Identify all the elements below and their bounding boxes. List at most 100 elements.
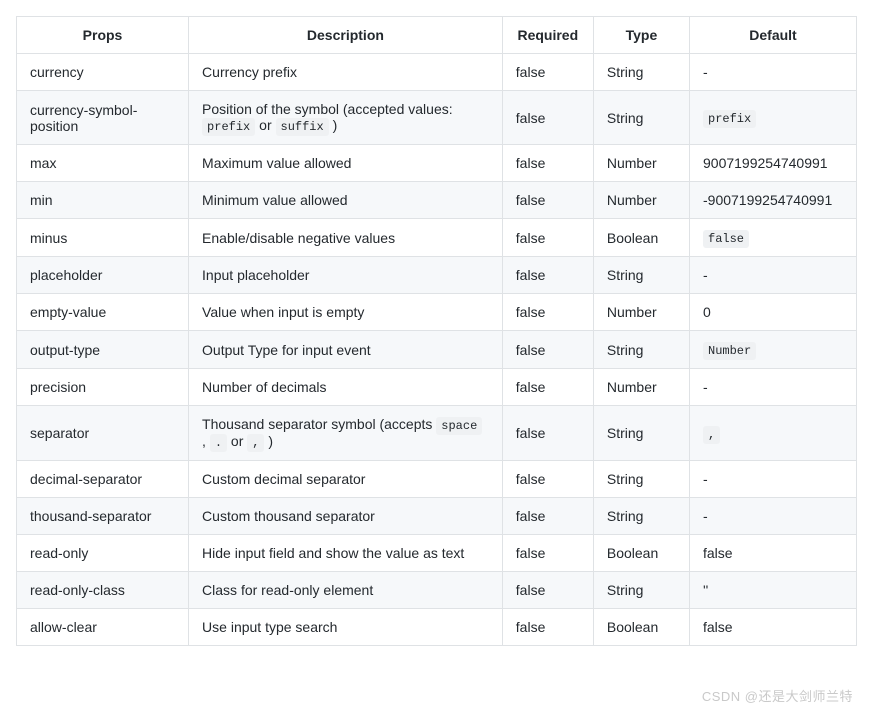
cell-required: false <box>502 369 593 406</box>
desc-text: Position of the symbol (accepted values: <box>202 101 453 117</box>
cell-default: 0 <box>690 294 857 331</box>
desc-code: . <box>210 434 227 452</box>
default-code: prefix <box>703 110 756 128</box>
desc-text: Currency prefix <box>202 64 297 80</box>
cell-prop: placeholder <box>17 257 189 294</box>
table-row: allow-clear Use input type search false Boo… <box>17 609 857 646</box>
cell-type: Boolean <box>593 219 689 257</box>
cell-description: Custom decimal separator <box>189 461 503 498</box>
cell-prop: allow-clear <box>17 609 189 646</box>
table-row: precisionNumber of decimalsfalseNumber- <box>17 369 857 406</box>
col-header-default: Default <box>690 17 857 54</box>
desc-text: Class for read-only element <box>202 582 373 598</box>
col-header-props: Props <box>17 17 189 54</box>
default-text: - <box>703 64 708 80</box>
cell-required: false <box>502 461 593 498</box>
default-code: false <box>703 230 749 248</box>
cell-default: prefix <box>690 91 857 145</box>
desc-text: Input placeholder <box>202 267 309 283</box>
col-header-desc: Description <box>189 17 503 54</box>
col-header-required: Required <box>502 17 593 54</box>
desc-text: Value when input is empty <box>202 304 364 320</box>
desc-text: Thousand separator symbol (accepts <box>202 416 436 432</box>
cell-prop: output-type <box>17 331 189 369</box>
cell-description: Class for read-only element <box>189 572 503 609</box>
cell-prop: read-only-class <box>17 572 189 609</box>
default-text: 9007199254740991 <box>703 155 828 171</box>
cell-description: Value when input is empty <box>189 294 503 331</box>
cell-description: Input placeholder <box>189 257 503 294</box>
cell-default: false <box>690 219 857 257</box>
cell-type: String <box>593 498 689 535</box>
cell-default: - <box>690 461 857 498</box>
cell-prop: min <box>17 182 189 219</box>
cell-default: false <box>690 535 857 572</box>
cell-required: false <box>502 91 593 145</box>
desc-text: Number of decimals <box>202 379 327 395</box>
desc-code: space <box>436 417 482 435</box>
desc-code: , <box>247 434 264 452</box>
desc-text: , <box>202 433 210 449</box>
watermark-text: CSDN @还是大剑师兰特 <box>702 686 853 705</box>
default-text: -9007199254740991 <box>703 192 832 208</box>
cell-description: Hide input field and show the value as t… <box>189 535 503 572</box>
cell-type: String <box>593 572 689 609</box>
cell-default: - <box>690 54 857 91</box>
cell-default: - <box>690 257 857 294</box>
desc-text: Output Type for input event <box>202 342 371 358</box>
cell-type: Boolean <box>593 535 689 572</box>
cell-type: String <box>593 461 689 498</box>
default-text: false <box>703 619 733 635</box>
cell-prop: decimal-separator <box>17 461 189 498</box>
desc-code: prefix <box>202 118 255 136</box>
cell-prop: separator <box>17 406 189 461</box>
cell-type: Boolean <box>593 609 689 646</box>
default-text: - <box>703 267 708 283</box>
cell-description: Number of decimals <box>189 369 503 406</box>
cell-description: Use input type search <box>189 609 503 646</box>
cell-description: Enable/disable negative values <box>189 219 503 257</box>
desc-text: ) <box>329 117 338 133</box>
cell-type: Number <box>593 369 689 406</box>
cell-prop: empty-value <box>17 294 189 331</box>
table-row: output-type Output Type for input event fa… <box>17 331 857 369</box>
cell-default: false <box>690 609 857 646</box>
cell-required: false <box>502 54 593 91</box>
default-text: '' <box>703 582 708 598</box>
cell-required: false <box>502 498 593 535</box>
desc-code: suffix <box>276 118 329 136</box>
cell-default: Number <box>690 331 857 369</box>
cell-default: 9007199254740991 <box>690 145 857 182</box>
cell-required: false <box>502 572 593 609</box>
cell-prop: thousand-separator <box>17 498 189 535</box>
desc-text: Maximum value allowed <box>202 155 351 171</box>
desc-text: or <box>255 117 275 133</box>
default-code: , <box>703 426 720 444</box>
cell-default: -9007199254740991 <box>690 182 857 219</box>
cell-prop: currency <box>17 54 189 91</box>
desc-text: Custom thousand separator <box>202 508 375 524</box>
cell-required: false <box>502 331 593 369</box>
cell-required: false <box>502 406 593 461</box>
cell-description: Thousand separator symbol (accepts space… <box>189 406 503 461</box>
cell-default: '' <box>690 572 857 609</box>
default-text: false <box>703 545 733 561</box>
cell-description: Currency prefix <box>189 54 503 91</box>
cell-type: String <box>593 257 689 294</box>
table-row: currency-symbol-positionPosition of the … <box>17 91 857 145</box>
cell-required: false <box>502 535 593 572</box>
desc-text: Use input type search <box>202 619 337 635</box>
desc-text: Hide input field and show the value as t… <box>202 545 464 561</box>
table-row: placeholderInput placeholderfalseString- <box>17 257 857 294</box>
table-row: maxMaximum value allowedfalseNumber90071… <box>17 145 857 182</box>
table-row: read-only-class Class for read-only eleme… <box>17 572 857 609</box>
table-row: currency Currency prefix falseString- <box>17 54 857 91</box>
cell-type: String <box>593 54 689 91</box>
default-code: Number <box>703 342 756 360</box>
cell-prop: minus <box>17 219 189 257</box>
col-header-type: Type <box>593 17 689 54</box>
table-header-row: Props Description Required Type Default <box>17 17 857 54</box>
cell-required: false <box>502 182 593 219</box>
cell-prop: precision <box>17 369 189 406</box>
default-text: - <box>703 508 708 524</box>
